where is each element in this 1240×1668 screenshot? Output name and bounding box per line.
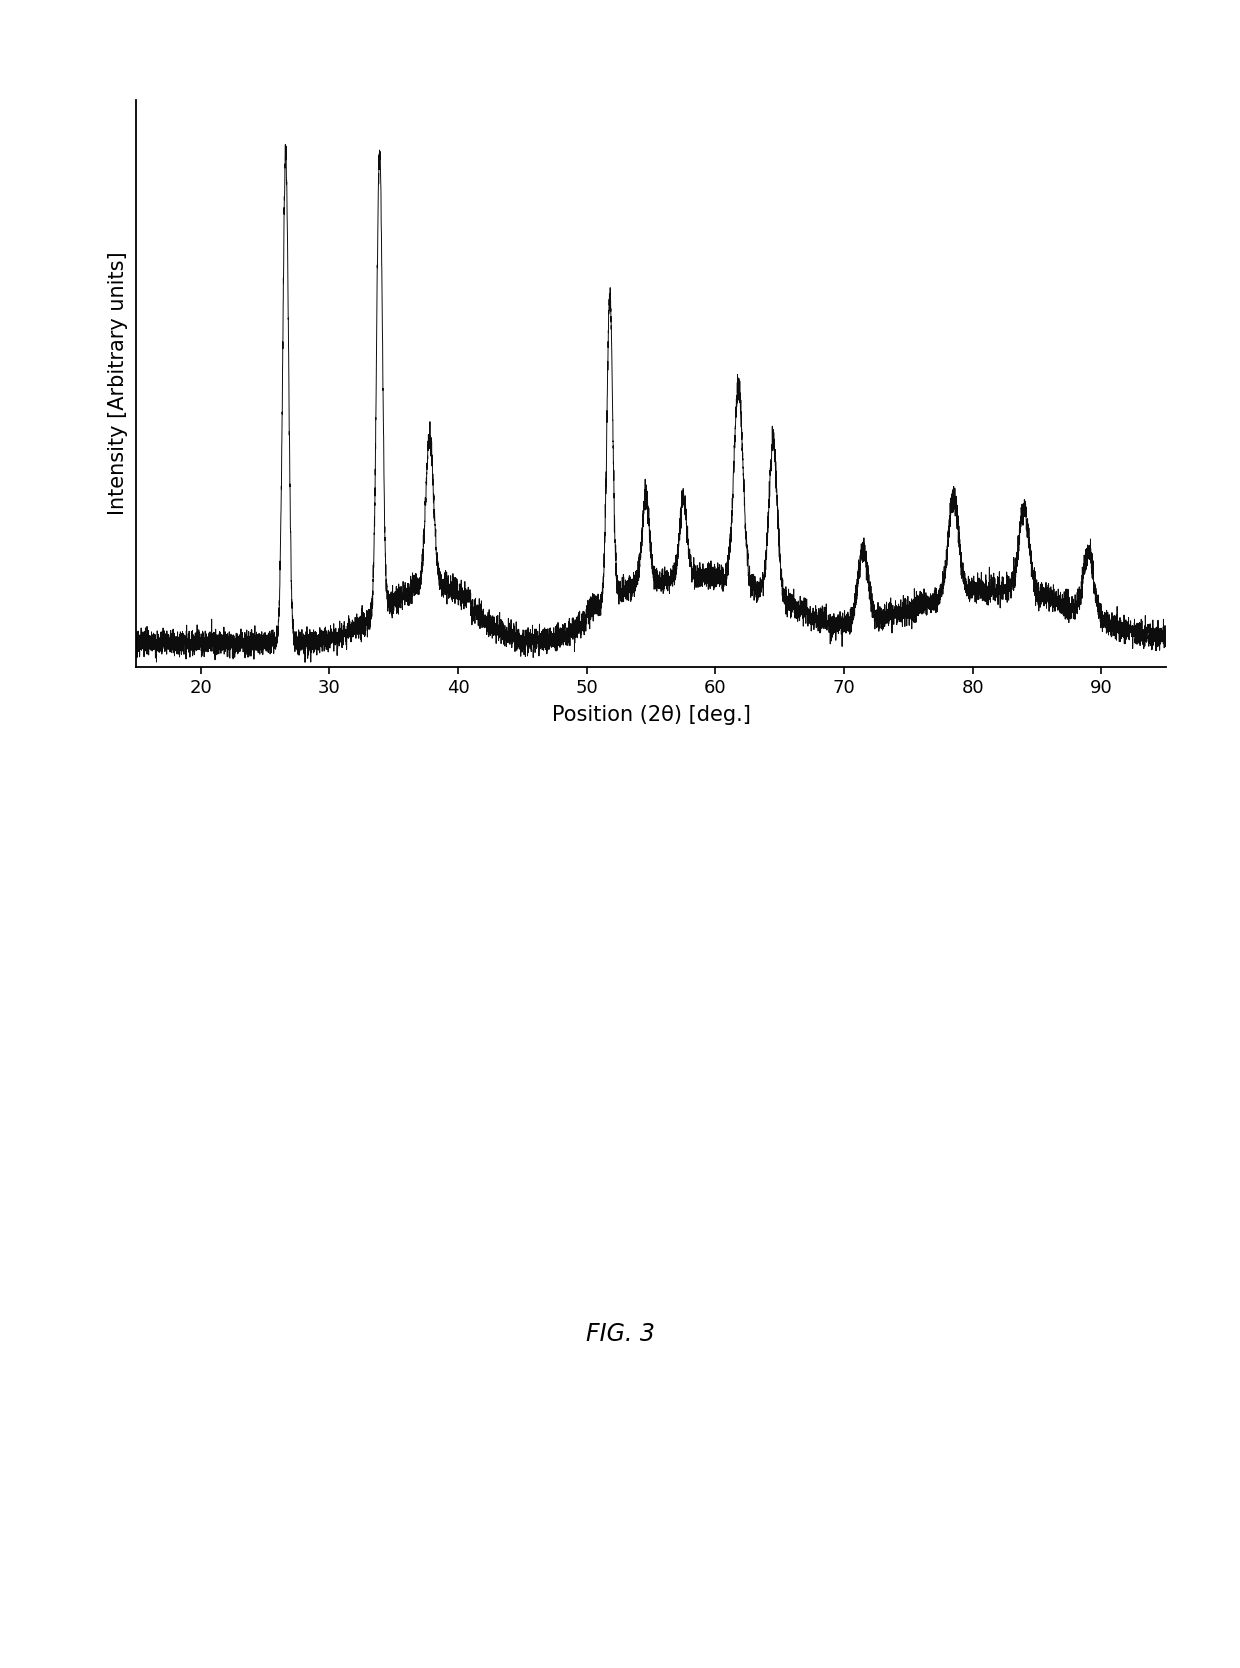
Y-axis label: Intensity [Arbitrary units]: Intensity [Arbitrary units] bbox=[108, 252, 128, 515]
Text: FIG. 3: FIG. 3 bbox=[585, 1323, 655, 1346]
X-axis label: Position (2θ) [deg.]: Position (2θ) [deg.] bbox=[552, 706, 750, 726]
